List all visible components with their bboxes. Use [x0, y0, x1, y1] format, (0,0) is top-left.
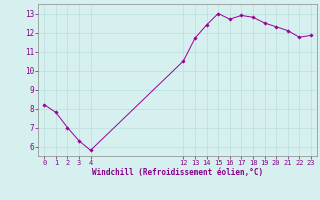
X-axis label: Windchill (Refroidissement éolien,°C): Windchill (Refroidissement éolien,°C) [92, 168, 263, 177]
